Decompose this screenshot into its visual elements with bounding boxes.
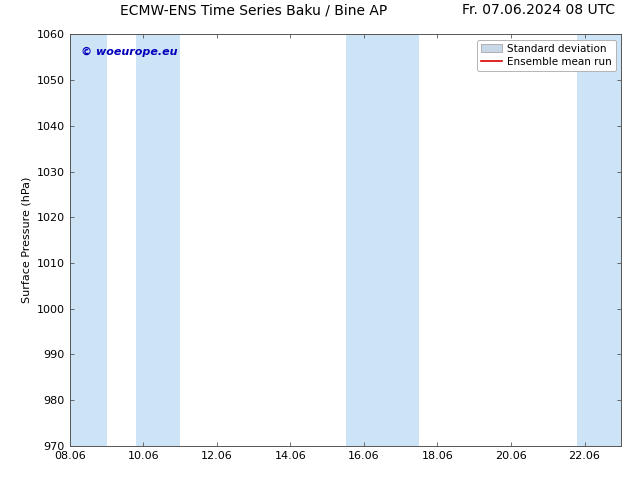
Bar [136, 34, 180, 446]
Bar [70, 34, 107, 446]
Text: ECMW-ENS Time Series Baku / Bine AP: ECMW-ENS Time Series Baku / Bine AP [120, 3, 388, 17]
Bar [346, 34, 419, 446]
Text: Fr. 07.06.2024 08 UTC: Fr. 07.06.2024 08 UTC [462, 3, 615, 17]
Y-axis label: Surface Pressure (hPa): Surface Pressure (hPa) [21, 177, 31, 303]
Bar [577, 34, 621, 446]
Text: © woeurope.eu: © woeurope.eu [81, 47, 178, 57]
Legend: Standard deviation, Ensemble mean run: Standard deviation, Ensemble mean run [477, 40, 616, 71]
